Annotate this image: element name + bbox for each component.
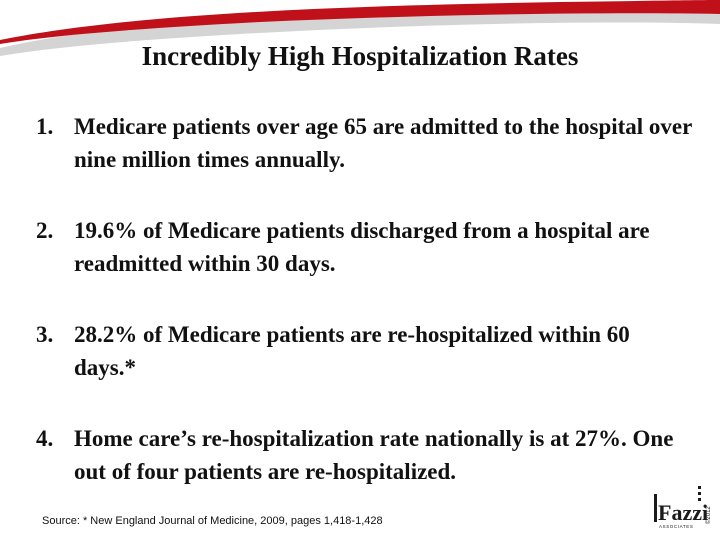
point-text: Medicare patients over age 65 are admitt… <box>74 114 692 172</box>
logo-year-mark: ©2012 <box>705 506 712 524</box>
slide-title: Incredibly High Hospitalization Rates <box>141 41 579 71</box>
logo-bar <box>654 494 657 522</box>
swoosh-red-band <box>0 0 720 44</box>
logo-tagline: ASSOCIATES <box>659 524 693 529</box>
logo-dot <box>698 498 701 501</box>
list-item: 2. 19.6% of Medicare patients discharged… <box>36 214 696 280</box>
point-text: Home care’s re-hospitalization rate nati… <box>74 426 674 484</box>
fazzi-logo: Fazzi ASSOCIATES ©2012 <box>654 486 712 529</box>
list-item: 3. 28.2% of Medicare patients are re-hos… <box>36 318 696 384</box>
point-number: 2. <box>36 218 54 243</box>
swoosh-gray-band <box>0 4 720 56</box>
header-swoosh <box>0 0 720 56</box>
point-number: 3. <box>36 322 54 347</box>
logo-name: Fazzi <box>658 500 708 525</box>
logo-dot <box>698 486 701 489</box>
point-text: 28.2% of Medicare patients are re-hospit… <box>74 322 630 380</box>
points-list: 1. Medicare patients over age 65 are adm… <box>36 110 696 488</box>
logo-dot <box>698 492 701 495</box>
list-item: 4. Home care’s re-hospitalization rate n… <box>36 422 696 488</box>
point-text: 19.6% of Medicare patients discharged fr… <box>74 218 650 276</box>
list-item: 1. Medicare patients over age 65 are adm… <box>36 110 696 176</box>
point-number: 1. <box>36 114 54 139</box>
source-citation: Source: * New England Journal of Medicin… <box>42 515 383 527</box>
point-number: 4. <box>36 426 54 451</box>
